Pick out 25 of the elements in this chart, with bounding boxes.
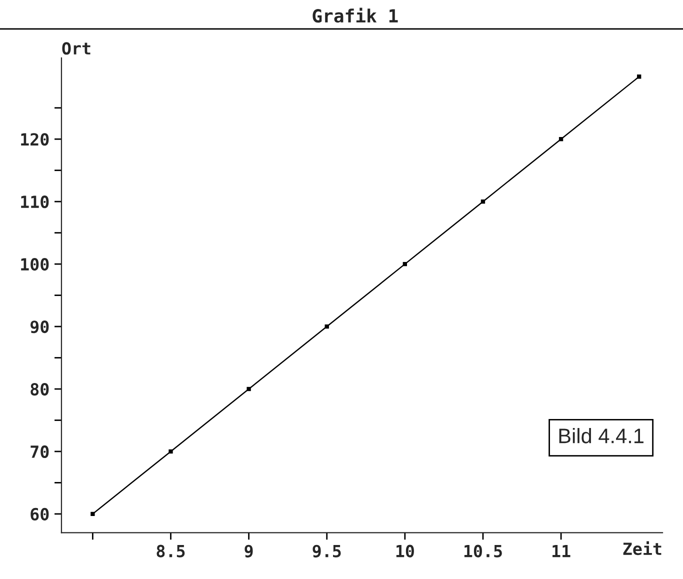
- x-tick-label: 11: [552, 545, 570, 558]
- y-tick-label: 80: [30, 382, 49, 396]
- y-axis-title: Ort: [62, 42, 90, 55]
- x-tick-label: 10.5: [464, 544, 502, 558]
- point: [246, 386, 251, 392]
- x-tick-label: 9: [244, 544, 253, 558]
- point: [324, 324, 329, 329]
- point: [90, 512, 95, 516]
- point: [480, 200, 486, 204]
- point: [637, 74, 642, 79]
- chart-title: Grafik 1: [312, 8, 398, 23]
- annotation: Bild 4.4.1: [559, 428, 644, 444]
- x-tick-label: 9.5: [312, 544, 341, 558]
- y-tick-label: 90: [30, 320, 49, 334]
- point: [558, 137, 564, 142]
- y-tick-label: 120: [21, 133, 49, 146]
- point: [168, 449, 173, 454]
- y-tick-label: 100: [21, 258, 49, 271]
- x-tick-label: 8.5: [156, 544, 185, 558]
- x-axis-title: Zeit: [623, 541, 662, 556]
- y-tick-label: 110: [21, 196, 49, 208]
- point: [402, 262, 408, 266]
- x-tick-label: 10: [396, 544, 414, 558]
- y-tick-label: 60: [30, 508, 49, 521]
- y-tick-label: 70: [30, 445, 49, 458]
